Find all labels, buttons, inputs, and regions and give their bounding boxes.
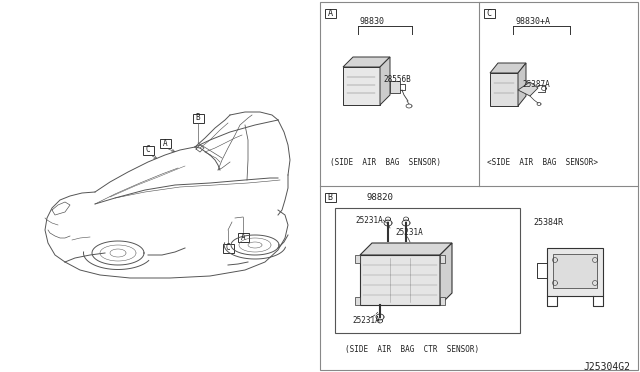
Text: C: C [486,9,492,17]
Text: A: A [328,9,333,17]
Text: C: C [146,145,150,154]
Bar [355,297,360,305]
Text: 25231A: 25231A [352,316,380,325]
Polygon shape [360,255,440,305]
Polygon shape [390,81,400,93]
Polygon shape [343,57,390,67]
Polygon shape [343,67,380,105]
Polygon shape [380,57,390,105]
Bar [143,145,154,154]
Text: J25304G2: J25304G2 [583,362,630,372]
Bar [335,208,520,333]
Bar [237,232,248,241]
Polygon shape [547,248,603,296]
Bar [159,138,170,148]
Text: A: A [163,138,167,148]
Text: (SIDE  AIR  BAG  CTR  SENSOR): (SIDE AIR BAG CTR SENSOR) [345,345,479,354]
Bar [223,244,234,253]
Text: 25387A: 25387A [522,80,550,89]
Polygon shape [490,63,526,73]
Text: A: A [241,232,245,241]
Bar [440,297,445,305]
Text: C: C [226,244,230,253]
Text: 98830+A: 98830+A [515,17,550,26]
Polygon shape [360,243,452,255]
Bar [320,2,638,370]
Polygon shape [518,82,538,96]
Polygon shape [518,63,526,106]
Polygon shape [553,254,597,288]
Bar [483,9,495,17]
Bar [324,9,335,17]
Text: B: B [328,192,333,202]
Bar [440,255,445,263]
Text: 98820: 98820 [367,193,394,202]
Text: 25231A: 25231A [355,216,383,225]
Text: 28556B: 28556B [383,75,411,84]
Polygon shape [490,73,518,106]
Text: 98830: 98830 [360,17,385,26]
Text: <SIDE  AIR  BAG  SENSOR>: <SIDE AIR BAG SENSOR> [487,158,598,167]
Text: B: B [196,113,200,122]
Bar [324,192,335,202]
Text: 25384R: 25384R [533,218,563,227]
Text: (SIDE  AIR  BAG  SENSOR): (SIDE AIR BAG SENSOR) [330,158,441,167]
Text: 25231A: 25231A [395,228,423,237]
Polygon shape [440,243,452,305]
Bar [193,113,204,122]
Bar [355,255,360,263]
